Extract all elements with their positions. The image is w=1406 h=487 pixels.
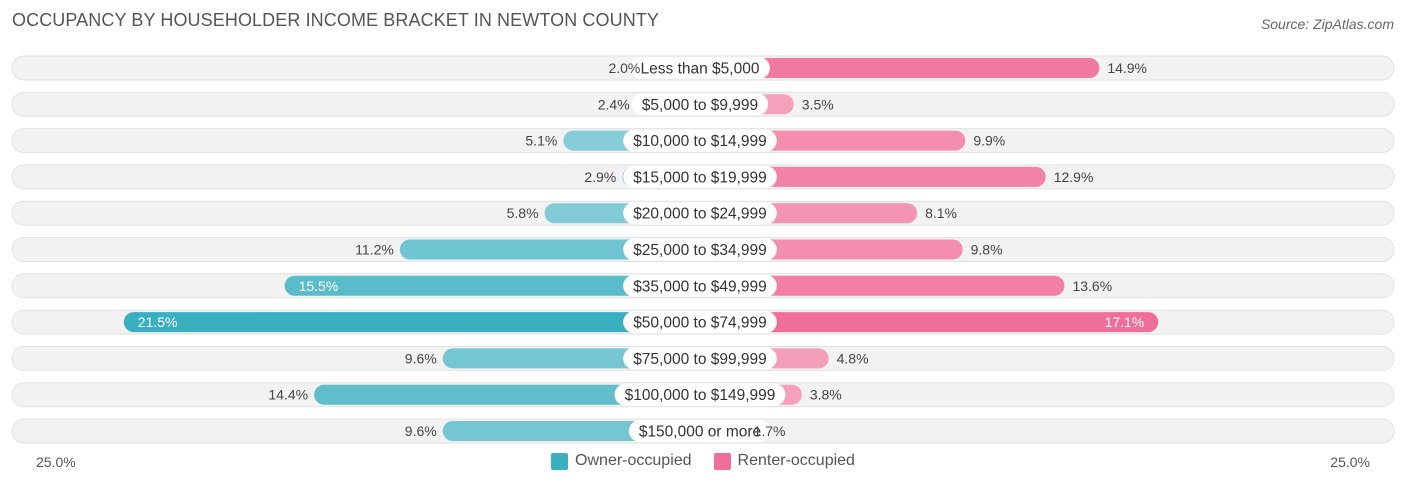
category-label: $20,000 to $24,999 bbox=[633, 206, 767, 223]
legend-item-owner[interactable]: Owner-occupied bbox=[551, 452, 692, 470]
category-pill bbox=[628, 420, 772, 442]
owner-value-label: 9.6% bbox=[405, 423, 437, 439]
legend-label-owner: Owner-occupied bbox=[575, 452, 692, 469]
category-label: $25,000 to $34,999 bbox=[633, 242, 767, 259]
owner-value-label: 2.0% bbox=[608, 60, 640, 76]
category-pill bbox=[623, 238, 777, 261]
chart-title: OCCUPANCY BY HOUSEHOLDER INCOME BRACKET … bbox=[12, 10, 660, 30]
owner-bar bbox=[314, 384, 710, 405]
chart-source: Source: ZipAtlas.com bbox=[1260, 16, 1394, 32]
renter-value-label: 4.8% bbox=[837, 350, 869, 366]
category-pill bbox=[623, 311, 777, 334]
renter-value-label: 17.1% bbox=[1105, 314, 1145, 330]
renter-value-label: 3.5% bbox=[802, 96, 834, 112]
category-label: $35,000 to $49,999 bbox=[633, 278, 767, 295]
category-label: $150,000 or more bbox=[639, 424, 761, 441]
category-label: $15,000 to $19,999 bbox=[633, 169, 767, 186]
renter-value-label: 1.7% bbox=[754, 423, 786, 439]
category-label: Less than $5,000 bbox=[641, 61, 760, 78]
owner-bar bbox=[284, 275, 710, 296]
renter-value-label: 3.8% bbox=[810, 387, 842, 403]
category-pill bbox=[623, 347, 777, 370]
renter-value-label: 9.8% bbox=[971, 242, 1003, 258]
owner-value-label: 2.4% bbox=[598, 96, 630, 112]
legend: Owner-occupied Renter-occupied bbox=[0, 452, 1406, 470]
renter-bar bbox=[690, 166, 1046, 187]
renter-bar bbox=[690, 58, 1100, 78]
category-label: $5,000 to $9,999 bbox=[642, 97, 758, 114]
renter-value-label: 13.6% bbox=[1072, 278, 1112, 294]
owner-bar bbox=[123, 312, 711, 333]
renter-value-label: 12.9% bbox=[1054, 169, 1094, 185]
axis-left-label: 25.0% bbox=[36, 454, 76, 470]
renter-bar bbox=[690, 275, 1065, 296]
category-pill bbox=[623, 202, 777, 225]
category-pill bbox=[630, 57, 770, 79]
owner-value-label: 14.4% bbox=[268, 387, 308, 403]
owner-value-label: 21.5% bbox=[138, 314, 178, 330]
owner-value-label: 9.6% bbox=[405, 350, 437, 366]
renter-value-label: 9.9% bbox=[973, 133, 1005, 149]
renter-bar bbox=[690, 312, 1159, 333]
owner-value-label: 15.5% bbox=[299, 278, 339, 294]
category-pill bbox=[623, 165, 777, 188]
renter-value-label: 8.1% bbox=[925, 205, 957, 221]
category-pill bbox=[614, 383, 786, 406]
legend-swatch-renter bbox=[713, 452, 731, 470]
legend-label-renter: Renter-occupied bbox=[737, 452, 855, 469]
category-label: $10,000 to $14,999 bbox=[633, 133, 767, 150]
category-pill bbox=[623, 274, 777, 297]
category-pill bbox=[631, 93, 769, 116]
category-label: $75,000 to $99,999 bbox=[633, 351, 767, 368]
owner-value-label: 5.8% bbox=[507, 205, 539, 221]
owner-value-label: 5.1% bbox=[525, 133, 557, 149]
axis-right-label: 25.0% bbox=[1330, 454, 1370, 470]
legend-item-renter[interactable]: Renter-occupied bbox=[713, 452, 855, 470]
owner-value-label: 2.9% bbox=[584, 169, 616, 185]
owner-value-label: 11.2% bbox=[355, 242, 394, 258]
category-pill bbox=[623, 129, 777, 152]
legend-swatch-owner bbox=[551, 452, 569, 470]
category-label: $100,000 to $149,999 bbox=[625, 387, 776, 404]
category-label: $50,000 to $74,999 bbox=[633, 315, 767, 332]
renter-value-label: 14.9% bbox=[1107, 60, 1147, 76]
